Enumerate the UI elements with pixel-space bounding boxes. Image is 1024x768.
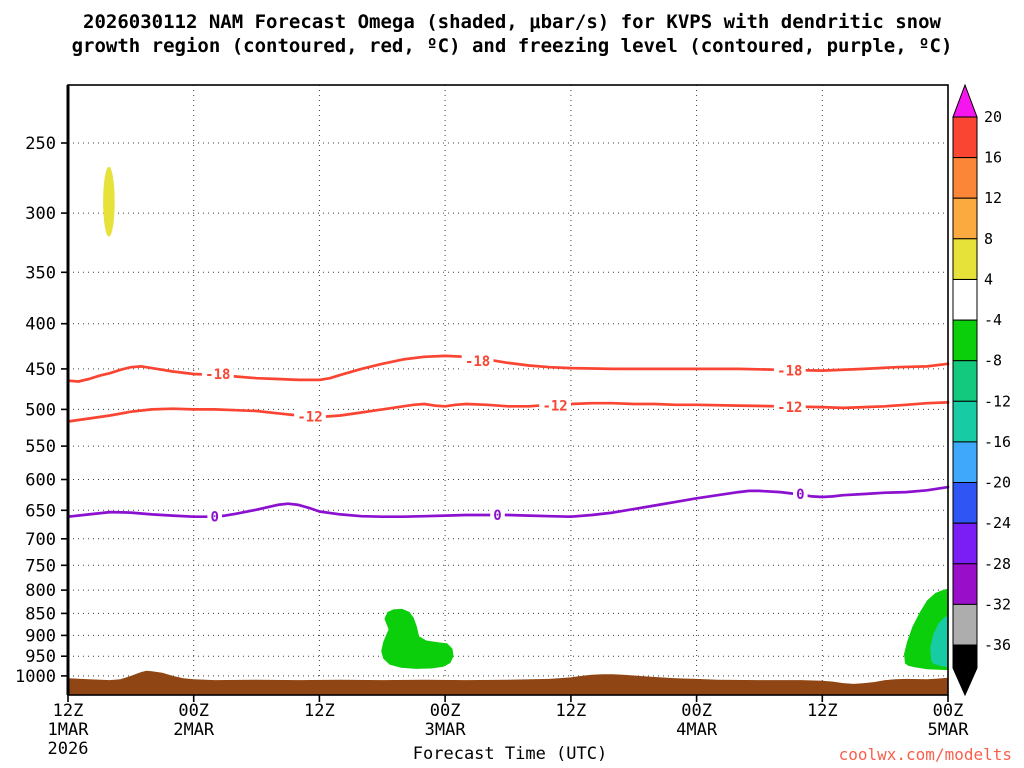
contour-freezing-level: 0 0 0 xyxy=(66,485,950,526)
colorbar-label: -32 xyxy=(984,595,1011,613)
watermark: coolwx.com/modelts xyxy=(838,745,1012,764)
contour-label: -12 xyxy=(777,400,802,416)
colorbar-label: 4 xyxy=(984,271,993,289)
contour-label: -18 xyxy=(465,354,490,370)
colorbar-label: -16 xyxy=(984,433,1011,451)
y-tick-label: 800 xyxy=(25,581,56,601)
x-tick-time: 00Z xyxy=(178,701,209,721)
colorbar-label: -28 xyxy=(984,555,1011,573)
colorbar-segment xyxy=(952,563,978,605)
y-tick-label: 350 xyxy=(25,263,56,283)
y-tick-label: 400 xyxy=(25,315,56,335)
y-tick-label: 300 xyxy=(25,204,56,224)
y-tick-label: 900 xyxy=(25,626,56,646)
colorbar: 20 16 12 8 4 -4 -8 -12 -16 -20 -24 -28 -32 -36 xyxy=(952,83,1011,697)
colorbar-label: -24 xyxy=(984,514,1011,532)
contour-label: 0 xyxy=(796,487,804,503)
colorbar-label: -12 xyxy=(984,392,1011,410)
y-tick-label: 500 xyxy=(25,400,56,420)
terrain xyxy=(68,670,948,695)
chart-title-line2: growth region (contoured, red, ºC) and f… xyxy=(71,35,953,57)
contour-label: -18 xyxy=(205,367,230,383)
contour-label: 0 xyxy=(210,510,218,526)
colorbar-label: 20 xyxy=(984,108,1002,126)
omega-shaded-teal-2 xyxy=(930,615,948,668)
y-tick-label: 450 xyxy=(25,360,56,380)
colorbar-arrow-bottom xyxy=(952,644,978,697)
colorbar-segment xyxy=(952,400,978,443)
contour-label: -18 xyxy=(777,364,802,380)
colorbar-label: -36 xyxy=(984,636,1011,654)
y-tick-label: 950 xyxy=(25,647,56,667)
x-tick-time: 00Z xyxy=(681,701,712,721)
omega-shaded-layer xyxy=(103,166,948,671)
colorbar-segment xyxy=(952,441,978,484)
y-tick-label: 700 xyxy=(25,530,56,550)
contour-dendritic-growth-bottom: -12 -12 -12 xyxy=(66,397,950,425)
colorbar-label: 16 xyxy=(984,149,1002,167)
axis-ticks xyxy=(61,142,949,702)
x-tick-date: 3MAR xyxy=(425,720,467,740)
y-axis-labels: 2503003504004505005506006507007508008509… xyxy=(15,134,56,687)
x-tick-time: 12Z xyxy=(807,701,838,721)
contour-dendritic-growth-top: -18 -18 -18 xyxy=(66,353,950,383)
colorbar-label: -8 xyxy=(984,352,1002,370)
colorbar-segment xyxy=(952,360,978,402)
colorbar-segment xyxy=(952,157,978,199)
y-tick-label: 650 xyxy=(25,501,56,521)
colorbar-segment xyxy=(952,522,978,565)
omega-shaded-yellow xyxy=(103,166,115,237)
chart-title-line1: 2026030112 NAM Forecast Omega (shaded, μ… xyxy=(83,11,941,33)
x-tick-date: 5MAR xyxy=(928,720,970,740)
x-tick-date: 4MAR xyxy=(676,720,718,740)
x-tick-date: 2MAR xyxy=(173,720,215,740)
x-tick-date: 1MAR xyxy=(48,720,90,740)
grid-layer xyxy=(67,85,949,695)
x-tick-year: 2026 xyxy=(48,739,89,759)
x-tick-time: 12Z xyxy=(304,701,335,721)
colorbar-segment xyxy=(952,116,978,159)
y-tick-label: 1000 xyxy=(15,667,56,687)
colorbar-label: 8 xyxy=(984,230,993,248)
x-axis-title: Forecast Time (UTC) xyxy=(412,744,608,764)
colorbar-label: -20 xyxy=(984,474,1011,492)
colorbar-segment xyxy=(952,319,978,362)
y-tick-label: 850 xyxy=(25,604,56,624)
colorbar-label: 12 xyxy=(984,189,1002,207)
x-tick-time: 00Z xyxy=(430,701,461,721)
colorbar-segment xyxy=(952,197,978,240)
y-tick-label: 550 xyxy=(25,437,56,457)
x-tick-time: 00Z xyxy=(933,701,964,721)
omega-shaded-green-1 xyxy=(381,608,454,669)
contour-label: 0 xyxy=(493,508,501,524)
colorbar-segment xyxy=(952,482,978,524)
contour-label: -12 xyxy=(542,399,567,415)
contour-label: -12 xyxy=(297,409,322,425)
plot-frame xyxy=(67,84,949,696)
y-tick-label: 750 xyxy=(25,556,56,576)
y-tick-label: 600 xyxy=(25,471,56,491)
x-tick-time: 12Z xyxy=(556,701,587,721)
colorbar-segment xyxy=(952,279,978,321)
y-tick-label: 250 xyxy=(25,134,56,154)
colorbar-label: -4 xyxy=(984,311,1002,329)
x-tick-time: 12Z xyxy=(53,701,84,721)
colorbar-segment xyxy=(952,603,978,646)
colorbar-segment xyxy=(952,238,978,280)
colorbar-arrow-top xyxy=(952,83,978,118)
